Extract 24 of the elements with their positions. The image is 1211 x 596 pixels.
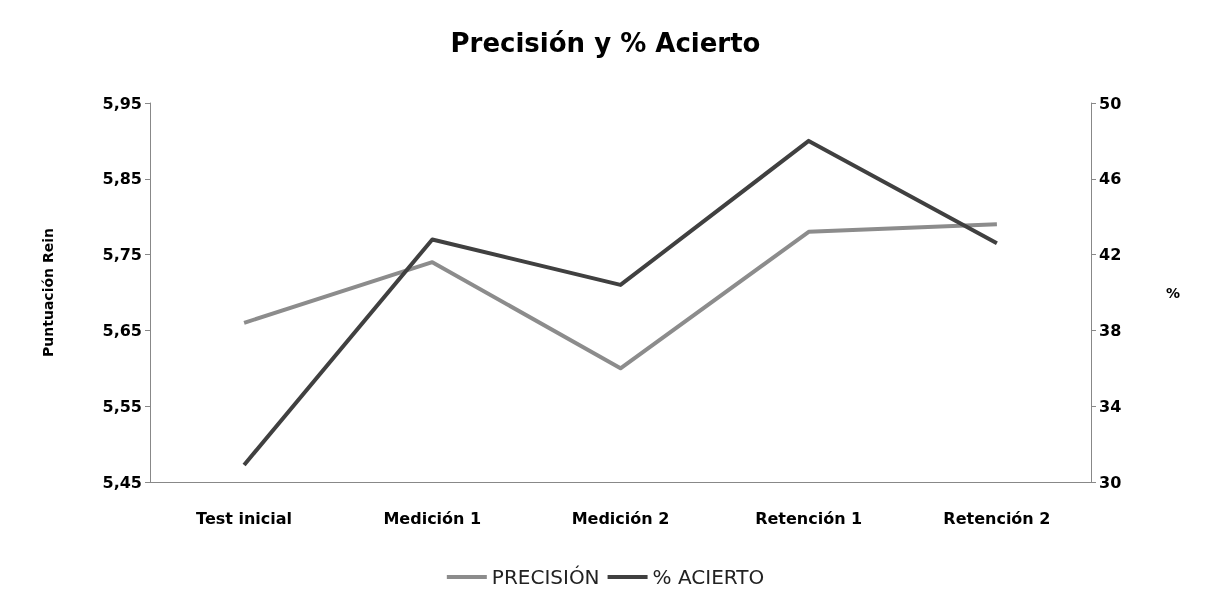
line-series: [242, 222, 999, 371]
x-tick-label: Medición 2: [571, 508, 670, 528]
y2-tick-label: 50: [1099, 93, 1122, 113]
y2-tick-label: 30: [1099, 472, 1122, 492]
x-tick-label: Retención 2: [943, 508, 1051, 528]
y-axis-title: Puntuación Rein: [40, 228, 56, 357]
x-tick-label: Retención 1: [755, 508, 863, 528]
y2-tick-label: 46: [1099, 169, 1122, 189]
y2-tick-label: 38: [1099, 320, 1122, 340]
y2-tick-label: 34: [1099, 396, 1122, 416]
y-tick-label: 5,95: [102, 93, 142, 113]
y2-axis-title: %: [1166, 284, 1181, 301]
legend-label: PRECISIÓN: [491, 565, 600, 589]
x-tick-label: Medición 1: [383, 508, 482, 528]
y-tick-label: 5,85: [102, 169, 142, 189]
y2-tick-label: 42: [1099, 245, 1122, 265]
chart-title: Precisión y % Acierto: [450, 28, 761, 58]
y-tick-label: 5,55: [102, 396, 142, 416]
y-tick-label: 5,75: [102, 245, 142, 265]
legend-label: % ACIERTO: [652, 565, 765, 589]
x-tick-label: Test inicial: [196, 508, 293, 528]
y-tick-label: 5,65: [102, 320, 142, 340]
line-series: [242, 138, 999, 467]
y-tick-label: 5,45: [102, 472, 142, 492]
